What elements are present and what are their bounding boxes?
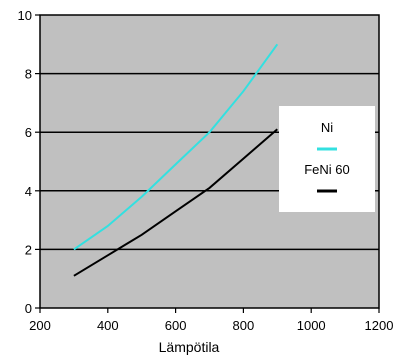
series-line-1 — [73, 128, 278, 277]
series-lines — [73, 43, 279, 277]
x-tick-label-1000: 1000 — [297, 318, 326, 333]
y-tick-label-2: 2 — [25, 242, 32, 257]
legend: Ni FeNi 60 — [279, 106, 375, 212]
y-tick-label-8: 8 — [25, 67, 32, 82]
x-tick-label-200: 200 — [29, 318, 51, 333]
series-line-0 — [73, 43, 279, 251]
y-tick-label-10: 10 — [18, 8, 32, 23]
x-axis-title: Lämpötila — [159, 339, 220, 355]
x-tick-label-600: 600 — [165, 318, 187, 333]
x-tick-label-800: 800 — [233, 318, 255, 333]
axes — [39, 14, 380, 309]
x-tick-label-400: 400 — [97, 318, 119, 333]
legend-box — [279, 106, 375, 212]
legend-label-1: FeNi 60 — [304, 162, 350, 177]
x-tick-label-1200: 1200 — [365, 318, 393, 333]
plot-border — [39, 14, 380, 309]
y-tick-label-0: 0 — [25, 301, 32, 316]
legend-label-0: Ni — [321, 120, 333, 135]
y-tick-label-6: 6 — [25, 125, 32, 140]
y-tick-label-4: 4 — [25, 184, 32, 199]
tick-labels: 0 2 4 6 8 10 200 400 600 800 1000 1200 — [18, 8, 393, 333]
